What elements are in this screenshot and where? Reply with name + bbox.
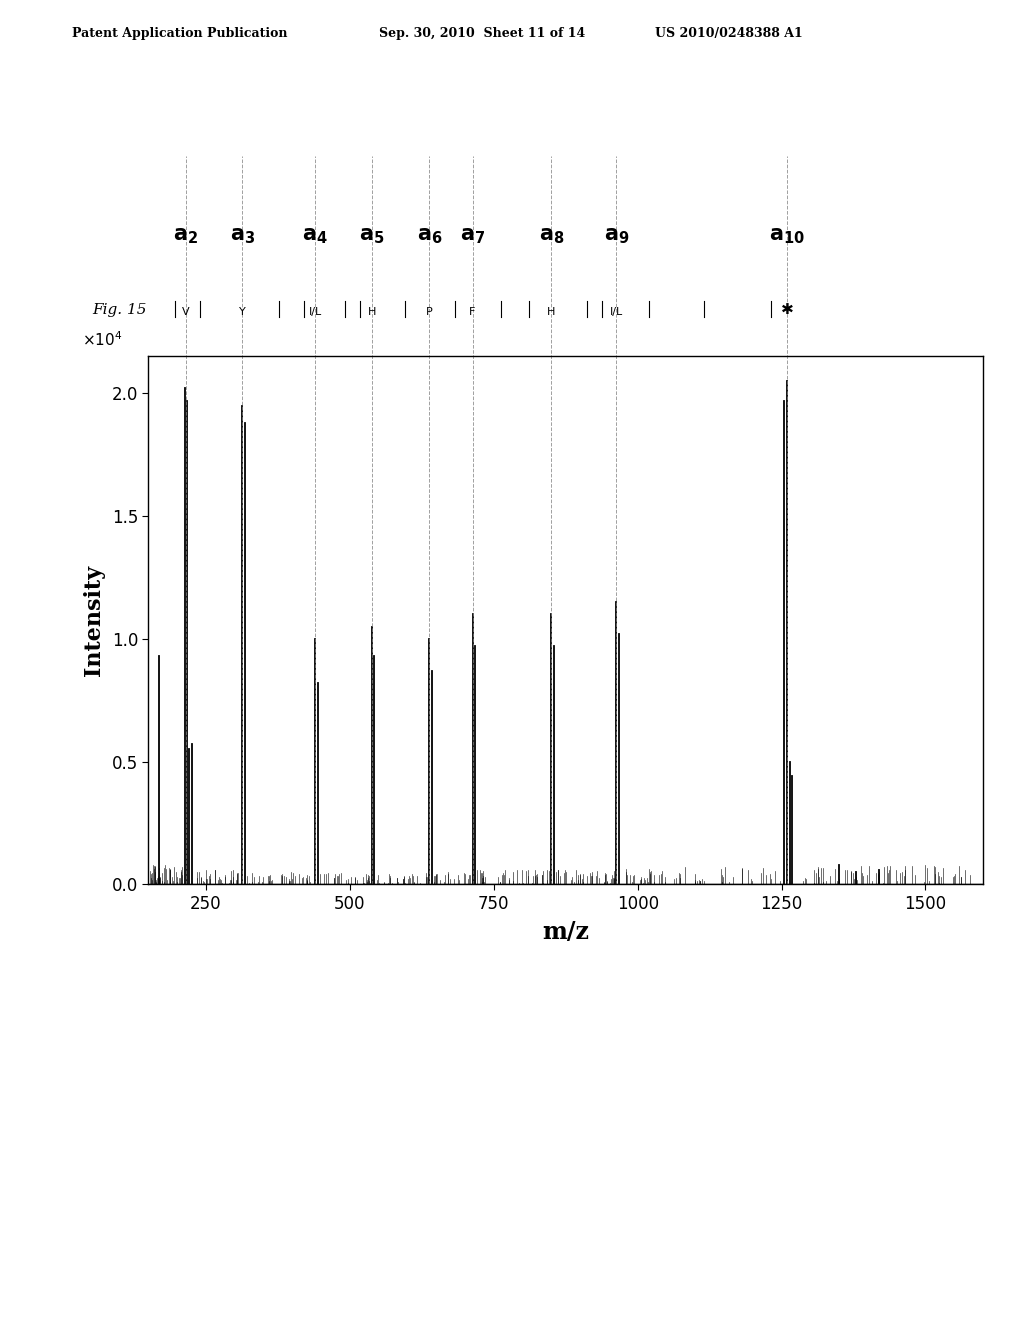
Text: $\mathbf{a}_{\mathbf{8}}$: $\mathbf{a}_{\mathbf{8}}$: [539, 226, 564, 246]
Text: ✱: ✱: [781, 302, 794, 317]
Text: $\mathbf{a}_{\mathbf{6}}$: $\mathbf{a}_{\mathbf{6}}$: [417, 226, 442, 246]
Text: $\mathbf{a}_{\mathbf{3}}$: $\mathbf{a}_{\mathbf{3}}$: [229, 226, 255, 246]
Text: H: H: [368, 306, 376, 317]
Text: P: P: [426, 306, 433, 317]
X-axis label: m/z: m/z: [543, 920, 589, 944]
Text: I/L: I/L: [609, 306, 623, 317]
Text: I/L: I/L: [309, 306, 322, 317]
Text: $\mathbf{a}_{\mathbf{10}}$: $\mathbf{a}_{\mathbf{10}}$: [769, 226, 805, 246]
Text: $\mathbf{a}_{\mathbf{7}}$: $\mathbf{a}_{\mathbf{7}}$: [460, 226, 485, 246]
Text: $\mathbf{a}_{\mathbf{2}}$: $\mathbf{a}_{\mathbf{2}}$: [173, 226, 199, 246]
Text: F: F: [469, 306, 476, 317]
Text: Fig. 15: Fig. 15: [92, 304, 146, 317]
Text: $\mathbf{a}_{\mathbf{5}}$: $\mathbf{a}_{\mathbf{5}}$: [359, 226, 385, 246]
Text: $\mathbf{a}_{\mathbf{9}}$: $\mathbf{a}_{\mathbf{9}}$: [603, 226, 629, 246]
Text: Y: Y: [239, 306, 246, 317]
Text: US 2010/0248388 A1: US 2010/0248388 A1: [655, 26, 803, 40]
Text: Patent Application Publication: Patent Application Publication: [72, 26, 287, 40]
Y-axis label: Intensity: Intensity: [83, 565, 104, 676]
Text: V: V: [182, 306, 189, 317]
Text: Sep. 30, 2010  Sheet 11 of 14: Sep. 30, 2010 Sheet 11 of 14: [379, 26, 585, 40]
Text: $\times10^4$: $\times10^4$: [82, 330, 123, 348]
Text: $\mathbf{a}_{\mathbf{4}}$: $\mathbf{a}_{\mathbf{4}}$: [302, 226, 329, 246]
Text: H: H: [547, 306, 556, 317]
